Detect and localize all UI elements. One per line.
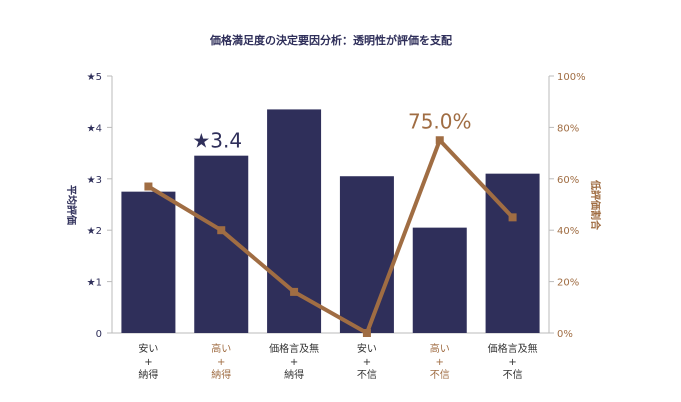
y-axis-left-title: 平均評価	[65, 185, 78, 225]
bar	[339, 176, 394, 333]
data-label-line: 75.0%	[408, 109, 472, 133]
axes: 0 ★1 ★2 ★3 ★4 ★5 0% 20% 40% 60% 80% 100%	[87, 72, 586, 340]
chart-title: 価格満足度の決定要因分析：透明性が評価を支配	[209, 33, 452, 47]
x-tick-label: 価格言及無	[488, 342, 538, 355]
y-left-tick-label: ★1	[87, 278, 102, 289]
y-left-tick-label: ★5	[87, 72, 102, 83]
line-point	[290, 287, 299, 296]
y-right-tick-label: 60%	[557, 175, 579, 186]
y-left-tick-label: 0	[96, 329, 102, 340]
y-right-tick-label: 100%	[557, 72, 586, 83]
line-series	[144, 136, 517, 337]
x-tick-label: +	[436, 357, 444, 368]
x-tick-label: 不信	[503, 369, 523, 381]
bars	[121, 109, 540, 333]
y-right-tick-label: 40%	[557, 226, 579, 237]
x-tick-label: 納得	[211, 368, 231, 381]
x-tick-label: +	[363, 357, 371, 368]
y-left-tick-label: ★3	[87, 175, 102, 186]
bar	[121, 191, 176, 333]
y-right-tick-label: 80%	[557, 123, 579, 134]
x-tick-label: +	[290, 357, 298, 368]
line-point	[508, 213, 517, 222]
x-tick-label: +	[144, 357, 152, 368]
annotations: ★3.4 75.0%	[192, 109, 471, 152]
bar	[412, 227, 467, 333]
x-tick-label: 安い	[138, 342, 158, 355]
line-point	[435, 136, 444, 145]
x-tick-label: 納得	[284, 368, 304, 381]
x-tick-label: 高い	[211, 342, 231, 355]
bar	[267, 109, 322, 333]
y-right-tick-label: 20%	[557, 278, 579, 289]
x-tick-label: 高い	[430, 342, 450, 355]
y-left-tick-label: ★2	[87, 226, 102, 237]
line-point	[144, 182, 153, 191]
y-right-tick-label: 0%	[557, 329, 573, 340]
x-tick-label: 不信	[430, 369, 450, 381]
y-left-tick-label: ★4	[87, 123, 102, 134]
line-path	[147, 138, 515, 335]
x-tick-label: 不信	[357, 369, 377, 381]
x-tick-label: +	[217, 357, 225, 368]
x-tick-label: 安い	[357, 342, 377, 355]
line-point	[217, 226, 226, 235]
x-tick-label: 価格言及無	[269, 342, 319, 355]
line-point	[362, 329, 371, 337]
x-tick-label: +	[508, 357, 516, 368]
y-axis-right-title: 低評価割合	[589, 179, 602, 231]
x-tick-label: 納得	[138, 368, 158, 381]
data-label-bar: ★3.4	[192, 129, 242, 153]
